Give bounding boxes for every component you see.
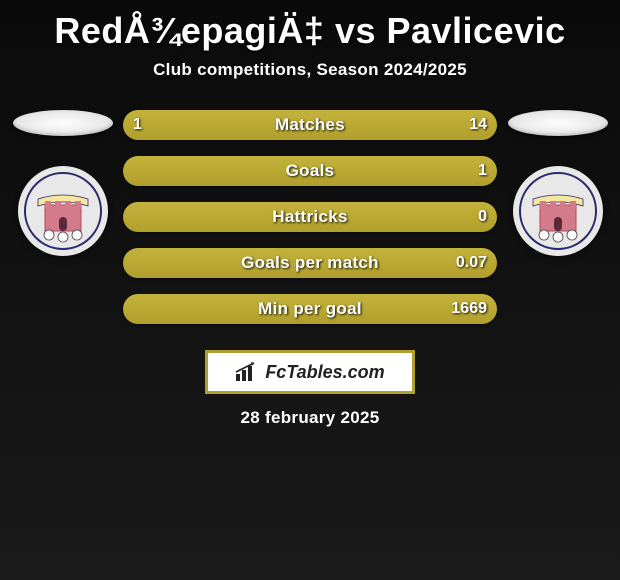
club-crest-icon <box>23 171 103 251</box>
stat-bar-label: Min per goal <box>258 299 362 319</box>
club-crest-icon <box>518 171 598 251</box>
stat-bar-label: Matches <box>275 115 345 135</box>
right-player-column <box>505 110 610 256</box>
stat-bar-label: Goals per match <box>241 253 379 273</box>
stat-bar-row: Goals 1 <box>123 156 497 186</box>
stat-bar-row: Hattricks 0 <box>123 202 497 232</box>
chart-icon <box>235 362 259 382</box>
stat-bar-row: Min per goal 1669 <box>123 294 497 324</box>
stat-bar-right-value: 1669 <box>451 300 487 318</box>
stat-bar-right-value: 1 <box>478 162 487 180</box>
left-player-photo-placeholder <box>13 110 113 136</box>
stat-bar-right-value: 0 <box>478 208 487 226</box>
stat-bar-row: Matches 1 14 <box>123 110 497 140</box>
right-player-photo-placeholder <box>508 110 608 136</box>
comparison-date: 28 february 2025 <box>0 408 620 428</box>
left-club-badge <box>18 166 108 256</box>
brand-label: FcTables.com <box>265 362 384 383</box>
stat-bar-left-value: 1 <box>133 116 142 134</box>
stat-bar-right-value: 14 <box>469 116 487 134</box>
comparison-subtitle: Club competitions, Season 2024/2025 <box>0 60 620 80</box>
stat-bars-container: Matches 1 14 Goals 1 Hattricks 0 Goals per matc… <box>115 110 505 340</box>
brand-logo-box[interactable]: FcTables.com <box>205 350 415 394</box>
left-player-column <box>10 110 115 256</box>
stat-bar-label: Goals <box>286 161 335 181</box>
stat-bar-right-value: 0.07 <box>456 254 487 272</box>
comparison-main: Matches 1 14 Goals 1 Hattricks 0 Goals per matc… <box>0 110 620 340</box>
stat-bar-row: Goals per match 0.07 <box>123 248 497 278</box>
comparison-title: RedÅ¾epagiÄ‡ vs Pavlicevic <box>0 0 620 52</box>
stat-bar-label: Hattricks <box>272 207 347 227</box>
right-club-badge <box>513 166 603 256</box>
